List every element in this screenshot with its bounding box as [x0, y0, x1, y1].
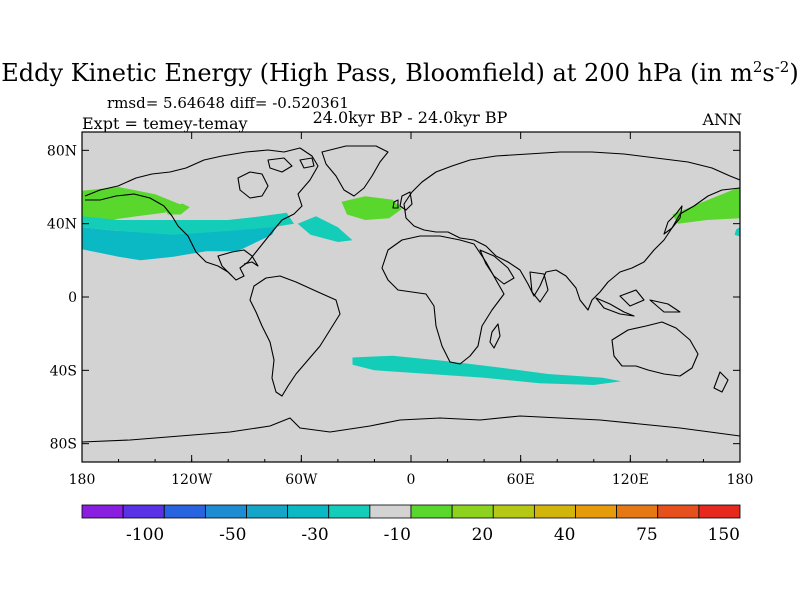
coastline-new-zealand	[713, 371, 729, 393]
coastline-madagascar	[489, 323, 501, 349]
region-north-pacific-west-positive	[672, 187, 740, 224]
coastline-arctic-islands	[267, 157, 315, 173]
coastline-hudson-bay	[237, 171, 269, 199]
y-tick-label: 80N	[47, 143, 77, 159]
anomaly-regions	[82, 187, 740, 385]
region-southern-ocean-negative	[352, 355, 622, 385]
x-tick-label: 120W	[171, 472, 213, 488]
coastline-north-america	[84, 147, 319, 281]
colorbar-label: 150	[708, 525, 740, 545]
title-superscript-2: -2	[774, 58, 790, 76]
colorbar-swatch	[410, 504, 453, 519]
axes: 180 120W 60W 0 60E 120E 180 80N 40N 0 40S 80S	[47, 132, 753, 488]
colorbar-swatch	[204, 504, 247, 519]
colorbar-swatch	[657, 504, 700, 519]
coastline-greenland	[321, 145, 389, 197]
colorbar-swatch	[369, 504, 412, 519]
season-label: ANN	[702, 110, 742, 129]
chart-title-unit: s	[762, 59, 775, 87]
colorbar-swatch	[122, 504, 165, 519]
coastline-gulf-florida	[217, 249, 259, 277]
colorbar-swatch	[287, 504, 330, 519]
coastline-antarctica	[82, 415, 740, 443]
colorbar-swatch	[616, 504, 659, 519]
x-tick-label: 60E	[507, 472, 535, 488]
x-tick-label: 60W	[285, 472, 318, 488]
y-tick-label: 80S	[50, 437, 77, 453]
y-tick-label: 40N	[47, 217, 77, 233]
coastline-africa	[381, 235, 505, 365]
colorbar-label: 75	[636, 525, 658, 545]
stats-label: rmsd= 5.64648 diff= -0.520361	[107, 94, 349, 112]
region-pacific-edge-negative	[734, 227, 740, 237]
colorbar-label: -50	[219, 525, 246, 545]
colorbar-label: 40	[554, 525, 576, 545]
colorbar: -100 -50 -30 -10 20 40 75 150	[81, 504, 741, 545]
colorbar-swatch	[163, 504, 206, 519]
colorbar-label: 20	[472, 525, 494, 545]
x-tick-label: 180	[69, 472, 96, 488]
region-north-pacific-positive-small	[164, 203, 190, 215]
coastline-arabia-india	[479, 249, 549, 303]
chart-title-text: Eddy Kinetic Energy (High Pass, Bloomfie…	[1, 59, 753, 87]
colorbar-swatch	[451, 504, 494, 519]
chart-title-close: )	[789, 59, 799, 87]
colorbar-swatch	[575, 504, 618, 519]
y-tick-label: 40S	[50, 363, 77, 379]
x-tick-label: 180	[727, 472, 754, 488]
region-north-atlantic-positive	[341, 196, 402, 220]
colorbar-label: -100	[126, 525, 164, 545]
colorbar-swatch	[328, 504, 371, 519]
colorbar-swatch	[698, 504, 741, 519]
region-north-atlantic-negative	[297, 216, 353, 242]
region-north-pacific-positive	[82, 187, 183, 222]
coastline-indonesia	[595, 289, 681, 317]
y-tick-label: 0	[68, 290, 77, 306]
coastlines	[82, 145, 740, 443]
coastline-south-america	[249, 275, 341, 397]
coastline-australia	[611, 321, 699, 377]
coastline-uk	[392, 191, 413, 211]
title-superscript-1: 2	[752, 58, 763, 76]
coastline-europe-asia	[403, 151, 740, 311]
map-background	[82, 132, 740, 462]
experiment-label: Expt = temey-temay	[82, 114, 248, 133]
x-tick-label: 120E	[612, 472, 649, 488]
period-label: 24.0kyr BP - 24.0kyr BP	[312, 108, 508, 127]
colorbar-swatch	[81, 504, 124, 519]
colorbar-swatch	[246, 504, 289, 519]
colorbar-swatch	[492, 504, 535, 519]
coastline-japan	[663, 205, 683, 235]
x-tick-label: 0	[407, 472, 416, 488]
colorbar-swatch	[533, 504, 576, 519]
colorbar-label: -30	[301, 525, 328, 545]
chart-title: Eddy Kinetic Energy (High Pass, Bloomfie…	[0, 58, 800, 87]
region-north-pacific-negative-inner	[82, 212, 294, 235]
colorbar-label: -10	[384, 525, 411, 545]
